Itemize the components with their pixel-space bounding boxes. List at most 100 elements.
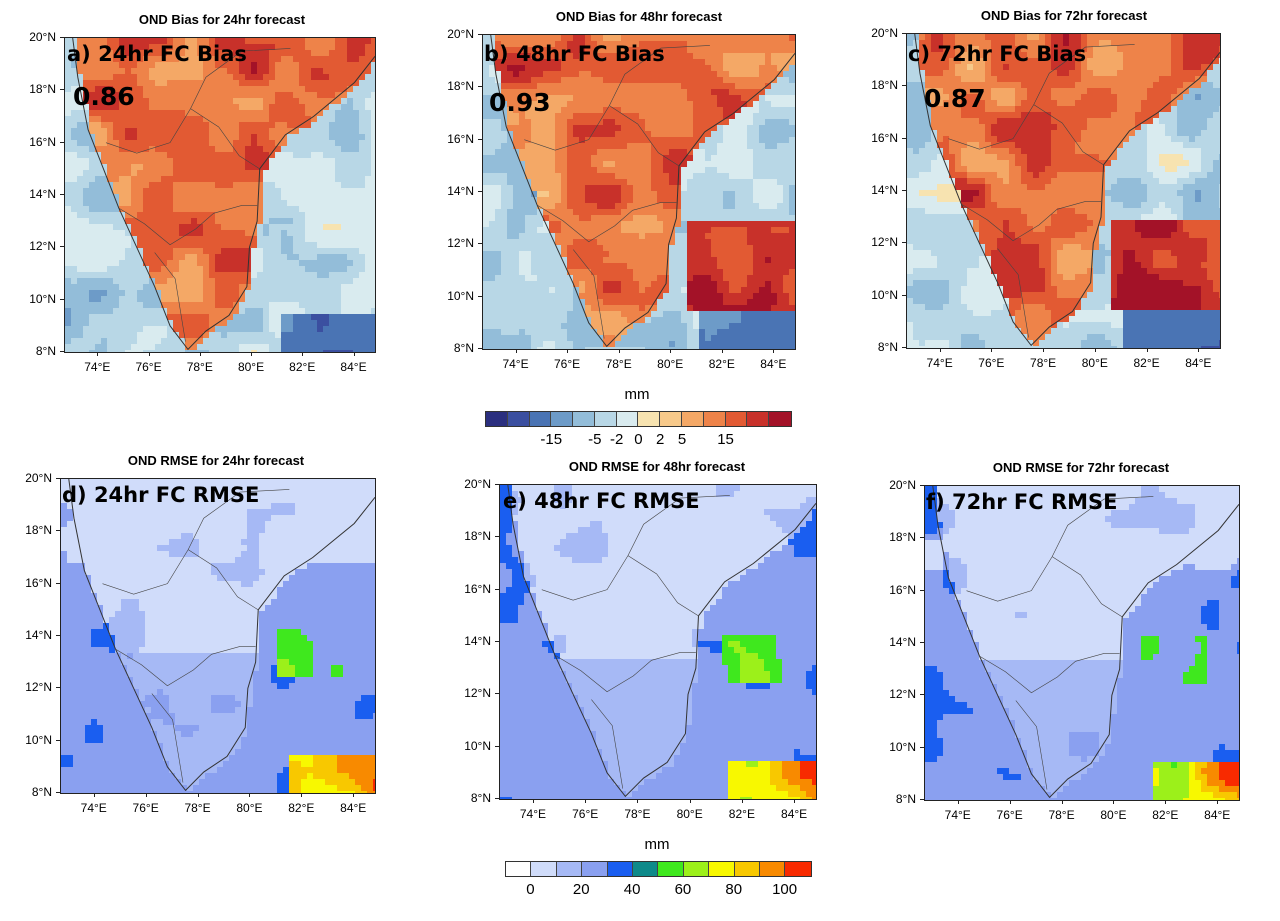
- field-cell: [347, 206, 354, 213]
- field-cell: [783, 221, 790, 228]
- field-cell: [317, 236, 324, 243]
- field-cell: [627, 35, 634, 42]
- field-cell: [149, 332, 156, 339]
- field-cell: [161, 110, 168, 117]
- field-cell: [95, 272, 102, 279]
- field-cell: [651, 89, 658, 96]
- field-cell: [125, 206, 132, 213]
- field-cell: [747, 209, 754, 216]
- field-cell: [365, 122, 372, 129]
- field-cell: [693, 275, 700, 282]
- field-cell: [591, 263, 598, 270]
- field-cell: [519, 185, 526, 192]
- field-cell: [717, 281, 724, 288]
- field-cell: [227, 272, 234, 279]
- field-cell: [173, 344, 180, 351]
- field-cell: [83, 86, 90, 93]
- field-cell: [729, 113, 736, 120]
- field-cell: [717, 137, 724, 144]
- field-cell: [561, 251, 568, 258]
- field-cell: [513, 65, 520, 72]
- field-cell: [101, 230, 108, 237]
- field-cell: [347, 242, 354, 249]
- field-cell: [675, 89, 682, 96]
- field-cell: [173, 320, 180, 327]
- field-cell: [335, 116, 342, 123]
- field-cell: [603, 113, 610, 120]
- field-cell: [329, 122, 336, 129]
- field-cell: [125, 254, 132, 261]
- field-cell: [723, 71, 730, 78]
- field-cell: [245, 152, 252, 159]
- field-cell: [747, 65, 754, 72]
- field-cell: [555, 191, 562, 198]
- field-cell: [669, 53, 676, 60]
- field-cell: [735, 257, 742, 264]
- field-cell: [347, 182, 354, 189]
- field-cell: [645, 209, 652, 216]
- field-cell: [257, 134, 264, 141]
- field-cell: [209, 314, 216, 321]
- field-cell: [257, 158, 264, 165]
- field-cell: [233, 272, 240, 279]
- field-cell: [113, 152, 120, 159]
- field-cell: [353, 278, 360, 285]
- field-cell: [179, 242, 186, 249]
- field-cell: [747, 281, 754, 288]
- field-cell: [591, 71, 598, 78]
- field-cell: [275, 278, 282, 285]
- field-cell: [167, 140, 174, 147]
- field-cell: [149, 122, 156, 129]
- field-cell: [125, 200, 132, 207]
- field-cell: [281, 170, 288, 177]
- field-cell: [699, 47, 706, 54]
- field-cell: [113, 146, 120, 153]
- field-cell: [365, 152, 372, 159]
- field-cell: [191, 188, 198, 195]
- field-cell: [251, 98, 258, 105]
- field-cell: [101, 152, 108, 159]
- field-cell: [549, 47, 556, 54]
- field-cell: [89, 38, 96, 45]
- field-cell: [633, 149, 640, 156]
- field-cell: [263, 248, 270, 255]
- field-cell: [567, 179, 574, 186]
- field-cell: [293, 200, 300, 207]
- field-cell: [197, 230, 204, 237]
- field-cell: [735, 71, 742, 78]
- field-cell: [71, 164, 78, 171]
- field-cell: [693, 239, 700, 246]
- field-cell: [717, 41, 724, 48]
- field-cell: [65, 320, 72, 327]
- field-cell: [215, 338, 222, 345]
- field-cell: [191, 254, 198, 261]
- field-cell: [281, 224, 288, 231]
- field-cell: [101, 224, 108, 231]
- field-cell: [483, 245, 490, 252]
- field-cell: [317, 248, 324, 255]
- field-cell: [537, 107, 544, 114]
- field-cell: [771, 155, 778, 162]
- field-cell: [125, 338, 132, 345]
- field-cell: [789, 137, 795, 144]
- field-cell: [275, 332, 282, 339]
- field-cell: [269, 134, 276, 141]
- field-cell: [675, 95, 682, 102]
- field-cell: [687, 239, 694, 246]
- field-cell: [489, 173, 496, 180]
- field-cell: [149, 116, 156, 123]
- field-cell: [359, 242, 366, 249]
- field-cell: [113, 116, 120, 123]
- field-cell: [513, 83, 520, 90]
- field-cell: [185, 320, 192, 327]
- field-cell: [83, 182, 90, 189]
- field-cell: [669, 167, 676, 174]
- field-cell: [251, 242, 258, 249]
- field-cell: [621, 155, 628, 162]
- field-cell: [681, 161, 688, 168]
- field-cell: [531, 197, 538, 204]
- field-cell: [335, 248, 342, 255]
- field-cell: [783, 95, 790, 102]
- field-cell: [609, 131, 616, 138]
- field-cell: [317, 134, 324, 141]
